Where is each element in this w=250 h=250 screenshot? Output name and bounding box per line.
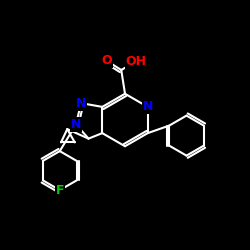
Text: F: F: [56, 184, 64, 197]
Text: N: N: [71, 118, 81, 131]
Text: N: N: [76, 96, 86, 110]
Text: OH: OH: [126, 55, 147, 68]
Text: O: O: [101, 54, 112, 67]
Text: N: N: [142, 100, 153, 114]
